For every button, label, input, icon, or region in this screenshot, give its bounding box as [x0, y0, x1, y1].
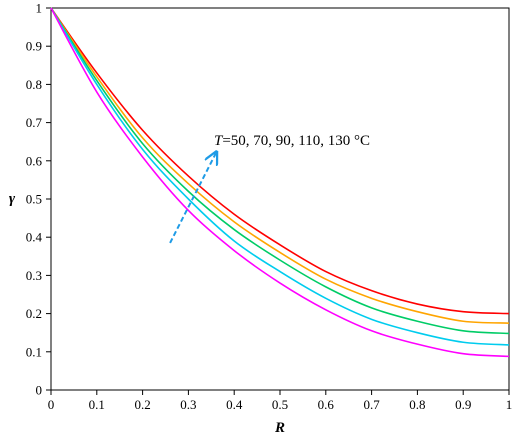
series-line-5 [50, 7, 510, 358]
series-line-4 [50, 7, 510, 346]
y-tick-label: 0.6 [26, 153, 43, 168]
y-tick-label: 0.4 [26, 230, 43, 245]
annotation-values: =50, 70, 90, 110, 130 °C [222, 133, 370, 149]
x-tick-label: 0.7 [363, 397, 380, 412]
y-tick-label: 0.3 [26, 268, 42, 283]
x-tick-label: 0.8 [409, 397, 425, 412]
series-lines [50, 7, 510, 358]
y-axis-title: γ [9, 191, 16, 207]
axis-ticks: 0 0.1 0.2 0.3 0.4 0.5 0.6 0.7 0.8 0.9 1 0 0.1 0.2 0.3 0… [26, 1, 512, 413]
x-tick-label: 0.2 [134, 397, 150, 412]
x-axis-title: R [274, 420, 285, 436]
y-tick-label: 0.2 [26, 306, 42, 321]
x-tick-label: 0.3 [180, 397, 196, 412]
y-tick-label: 0.1 [26, 344, 42, 359]
series-line-3 [50, 7, 510, 335]
x-tick-label: 0.9 [455, 397, 471, 412]
annotation-group: T=50, 70, 90, 110, 130 °C [169, 133, 370, 244]
annotation-variable: T [214, 133, 224, 149]
series-line-1 [50, 7, 510, 315]
x-tick-label: 0 [48, 397, 55, 412]
annotation-text: T=50, 70, 90, 110, 130 °C [214, 133, 370, 149]
plot-frame [50, 7, 510, 391]
y-tick-label: 0 [36, 383, 43, 398]
x-tick-label: 0.5 [272, 397, 288, 412]
y-tick-label: 1 [36, 1, 43, 16]
annotation-arrow [169, 153, 216, 244]
y-tick-label: 0.5 [26, 192, 42, 207]
x-tick-label: 0.1 [89, 397, 105, 412]
y-tick-label: 0.9 [26, 39, 42, 54]
x-tick-label: 0.6 [318, 397, 335, 412]
y-tick-label: 0.7 [26, 115, 43, 130]
series-line-2 [50, 7, 510, 324]
y-tick-label: 0.8 [26, 77, 42, 92]
x-tick-label: 1 [506, 397, 512, 412]
x-tick-label: 0.4 [226, 397, 243, 412]
